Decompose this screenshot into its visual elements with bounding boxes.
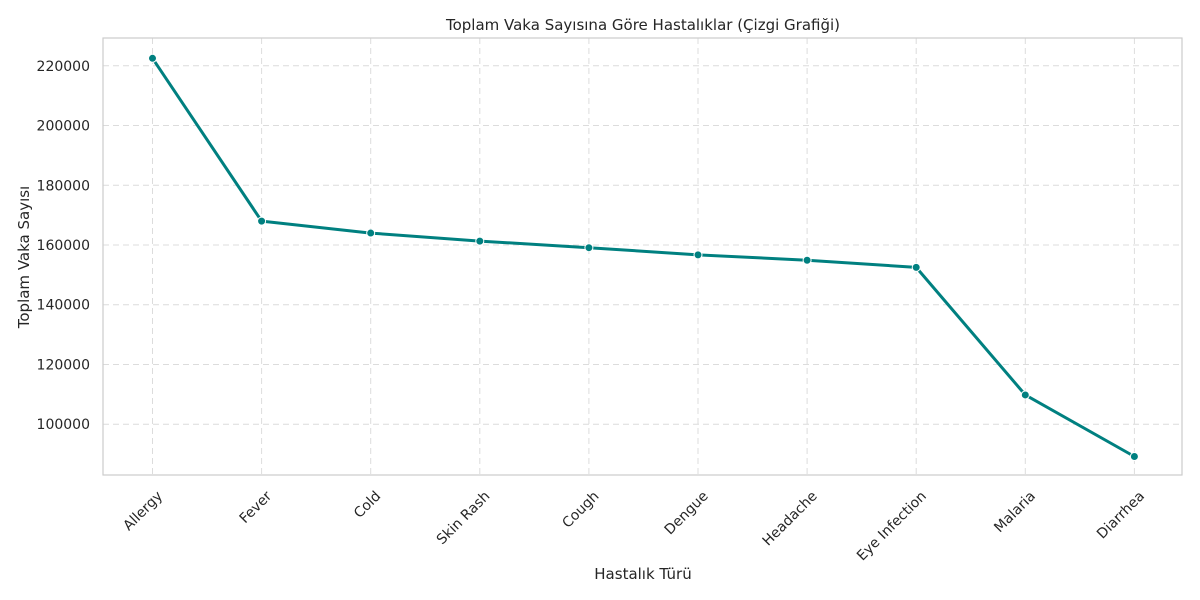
y-axis-ticks: 100000 120000 140000 160000 180000 200000 2200… [37, 59, 90, 433]
y-tick-label: 140000 [37, 298, 90, 314]
data-point [148, 53, 157, 63]
y-axis-label: Toplam Vaka Sayısı [15, 186, 33, 329]
data-point [693, 250, 703, 260]
data-point [1129, 451, 1139, 461]
x-axis-label: Hastalık Türü [594, 565, 691, 583]
data-point [584, 243, 594, 253]
y-tick-label: 220000 [37, 59, 90, 75]
data-point [257, 216, 267, 226]
y-tick-label: 120000 [37, 357, 90, 373]
data-point [366, 228, 376, 238]
y-tick-label: 180000 [37, 178, 90, 194]
plot-frame [102, 37, 1183, 476]
y-tick-label: 160000 [37, 238, 90, 254]
data-point [475, 236, 485, 246]
series-line [151, 57, 1136, 458]
y-tick-label: 200000 [37, 119, 90, 135]
data-point [802, 255, 812, 265]
chart-title: Toplam Vaka Sayısına Göre Hastalıklar (Ç… [445, 16, 840, 34]
grid-lines [103, 38, 1182, 475]
data-point [911, 262, 921, 272]
y-tick-label: 100000 [37, 417, 90, 433]
series-layer [148, 53, 1139, 461]
data-point [1020, 390, 1030, 400]
